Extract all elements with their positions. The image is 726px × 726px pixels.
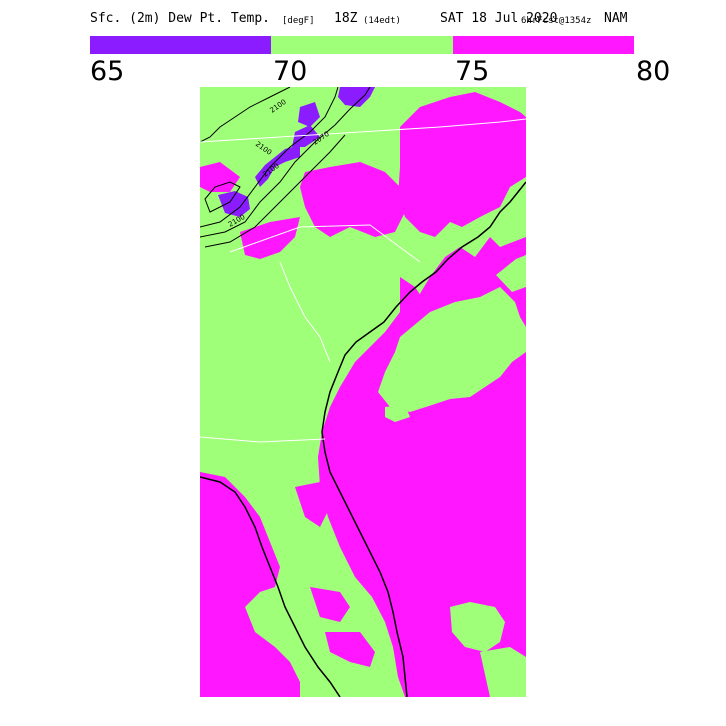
legend-swatch-65-70 bbox=[90, 36, 271, 54]
contour-lines bbox=[200, 87, 371, 248]
title-date: SAT 18 Jul 2020 bbox=[440, 11, 558, 26]
state-borders bbox=[200, 118, 526, 443]
title-model: NAM bbox=[604, 11, 628, 26]
legend-label-65: 65 bbox=[90, 56, 125, 87]
title-valid-time: 18Z bbox=[334, 11, 358, 26]
legend-label-80: 80 bbox=[636, 56, 671, 87]
field-65-70 bbox=[218, 87, 375, 217]
map-title: Sfc. (2m) Dew Pt. Temp. [degF] 18Z (14ed… bbox=[0, 9, 726, 29]
color-legend bbox=[90, 36, 634, 54]
dewpoint-map: 2100 2070 2100 2100 2100 bbox=[200, 87, 526, 697]
legend-label-75: 75 bbox=[455, 56, 490, 87]
title-variable: Sfc. (2m) Dew Pt. Temp. bbox=[90, 11, 271, 26]
title-units: [degF] bbox=[282, 16, 315, 26]
title-local-time: (14edt) bbox=[363, 16, 401, 26]
legend-label-70: 70 bbox=[273, 56, 308, 87]
field-70-75-islands bbox=[378, 255, 526, 697]
title-forecast: 6hrFcst@1354z bbox=[521, 16, 592, 26]
coastline bbox=[200, 181, 526, 697]
legend-swatch-70-75 bbox=[271, 36, 453, 54]
legend-swatch-75-80 bbox=[453, 36, 634, 54]
